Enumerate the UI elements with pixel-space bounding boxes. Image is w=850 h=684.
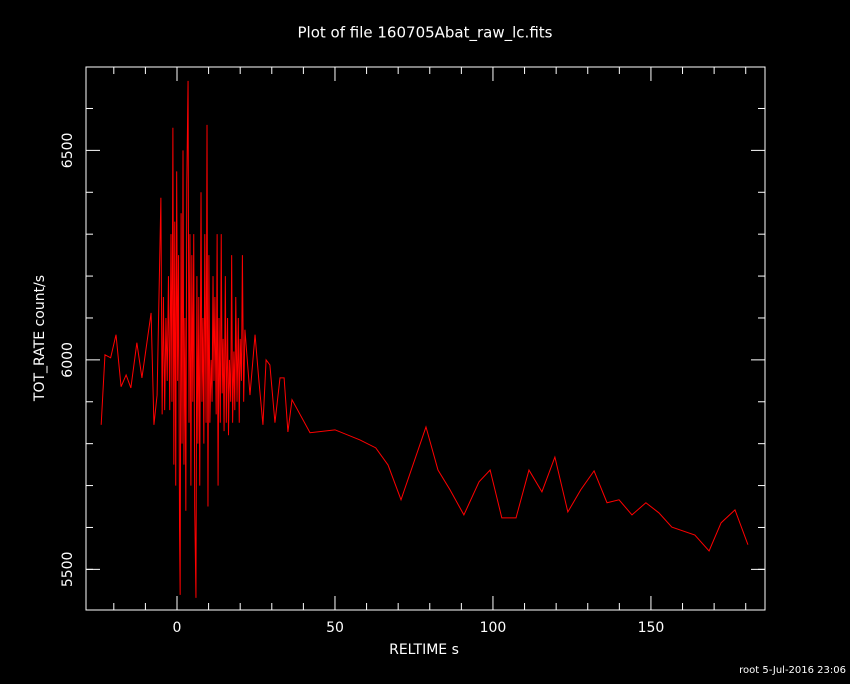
x-tick-label: 100	[480, 620, 507, 636]
data-line	[100, 80, 749, 598]
footer: root 5-Jul-2016 23:06	[739, 665, 846, 676]
y-tick-label: 5500	[60, 552, 76, 588]
y-axis-label: TOT_RATE count/s	[32, 275, 48, 402]
x-tick-label: 0	[173, 620, 182, 636]
x-axis-label: RELTIME s	[389, 642, 459, 658]
y-tick-label: 6500	[60, 133, 76, 169]
x-tick-label: 150	[638, 620, 665, 636]
chart-title: Plot of file 160705Abat_raw_lc.fits	[298, 24, 553, 43]
y-tick-label: 6000	[60, 342, 76, 378]
plot-frame	[85, 66, 766, 611]
x-tick-label: 50	[326, 620, 344, 636]
